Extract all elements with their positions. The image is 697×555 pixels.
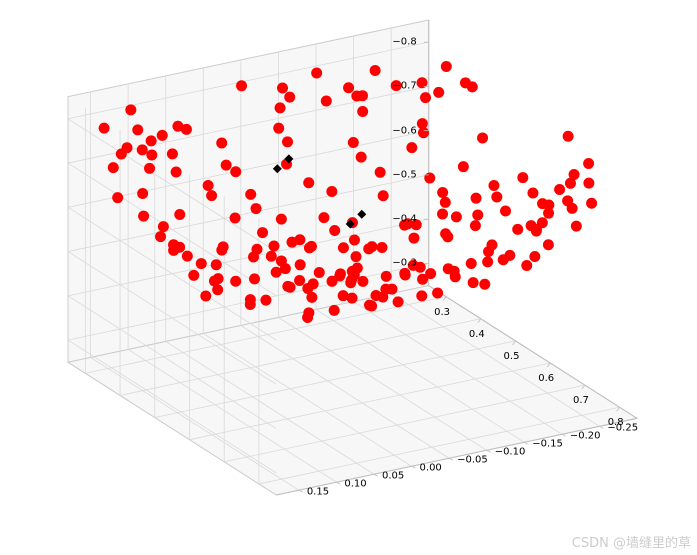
tick-label: −0.25 [607, 423, 638, 434]
tick-label: 0.4 [469, 329, 485, 340]
tick-label: −0.10 [495, 447, 526, 458]
tick-label: −0.7 [392, 81, 416, 92]
tick-label: −0.4 [392, 214, 416, 225]
tick-label: 0.10 [344, 479, 366, 490]
tick-label: 0.6 [538, 373, 554, 384]
tick-label: −0.5 [392, 169, 416, 180]
tick-label: −0.3 [392, 258, 416, 269]
chart-stage: CSDN @墙缝里的草 −0.3−0.4−0.5−0.6−0.7−0.80.30… [0, 0, 697, 555]
tick-label: −0.6 [392, 125, 416, 136]
plot-svg [0, 0, 697, 555]
tick-label: −0.20 [570, 431, 601, 442]
tick-label: 0.00 [420, 463, 442, 474]
tick-label: 0.7 [573, 395, 589, 406]
tick-label: 0.3 [434, 307, 450, 318]
tick-label: −0.8 [392, 37, 416, 48]
tick-label: 0.15 [307, 487, 329, 498]
tick-label: −0.05 [457, 455, 488, 466]
tick-label: 0.5 [504, 351, 520, 362]
tick-label: 0.05 [382, 471, 404, 482]
tick-label: −0.15 [532, 439, 563, 450]
